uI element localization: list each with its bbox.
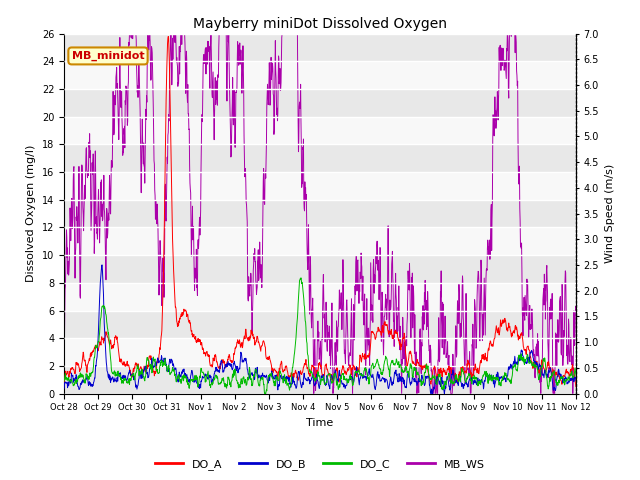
Bar [64, 89, 576, 117]
Bar [64, 34, 576, 61]
Bar [64, 283, 576, 311]
Bar [64, 144, 576, 172]
Bar [64, 172, 576, 200]
Text: MB_minidot: MB_minidot [72, 51, 144, 61]
Legend: DO_A, DO_B, DO_C, MB_WS: DO_A, DO_B, DO_C, MB_WS [151, 455, 489, 474]
Bar [64, 228, 576, 255]
Y-axis label: Dissolved Oxygen (mg/l): Dissolved Oxygen (mg/l) [26, 145, 36, 282]
Bar [64, 366, 576, 394]
Bar [64, 255, 576, 283]
Bar [64, 200, 576, 228]
Bar [64, 338, 576, 366]
Y-axis label: Wind Speed (m/s): Wind Speed (m/s) [605, 164, 614, 263]
Bar [64, 61, 576, 89]
X-axis label: Time: Time [307, 418, 333, 428]
Bar [64, 311, 576, 338]
Title: Mayberry miniDot Dissolved Oxygen: Mayberry miniDot Dissolved Oxygen [193, 17, 447, 31]
Bar [64, 117, 576, 144]
